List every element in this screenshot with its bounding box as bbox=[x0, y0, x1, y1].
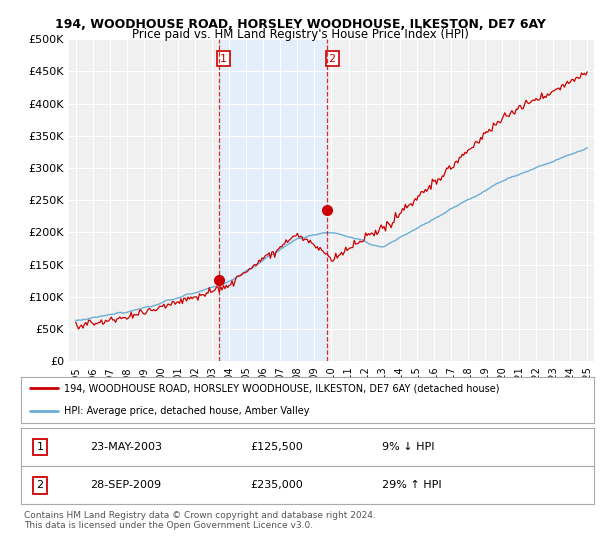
Text: 1: 1 bbox=[220, 54, 227, 63]
Text: 2: 2 bbox=[37, 480, 43, 490]
Text: 28-SEP-2009: 28-SEP-2009 bbox=[90, 480, 161, 490]
Text: HPI: Average price, detached house, Amber Valley: HPI: Average price, detached house, Ambe… bbox=[64, 407, 310, 416]
Text: 9% ↓ HPI: 9% ↓ HPI bbox=[382, 442, 434, 452]
Bar bbox=[218, 39, 327, 361]
Text: 194, WOODHOUSE ROAD, HORSLEY WOODHOUSE, ILKESTON, DE7 6AY (detached house): 194, WOODHOUSE ROAD, HORSLEY WOODHOUSE, … bbox=[64, 384, 499, 393]
Text: 194, WOODHOUSE ROAD, HORSLEY WOODHOUSE, ILKESTON, DE7 6AY: 194, WOODHOUSE ROAD, HORSLEY WOODHOUSE, … bbox=[55, 18, 545, 31]
Text: £235,000: £235,000 bbox=[250, 480, 303, 490]
Text: Price paid vs. HM Land Registry's House Price Index (HPI): Price paid vs. HM Land Registry's House … bbox=[131, 28, 469, 41]
Text: 23-MAY-2003: 23-MAY-2003 bbox=[90, 442, 162, 452]
Text: Contains HM Land Registry data © Crown copyright and database right 2024.
This d: Contains HM Land Registry data © Crown c… bbox=[24, 511, 376, 530]
Text: 1: 1 bbox=[37, 442, 43, 452]
Text: £125,500: £125,500 bbox=[250, 442, 303, 452]
Text: 29% ↑ HPI: 29% ↑ HPI bbox=[382, 480, 442, 490]
Text: 2: 2 bbox=[329, 54, 336, 63]
